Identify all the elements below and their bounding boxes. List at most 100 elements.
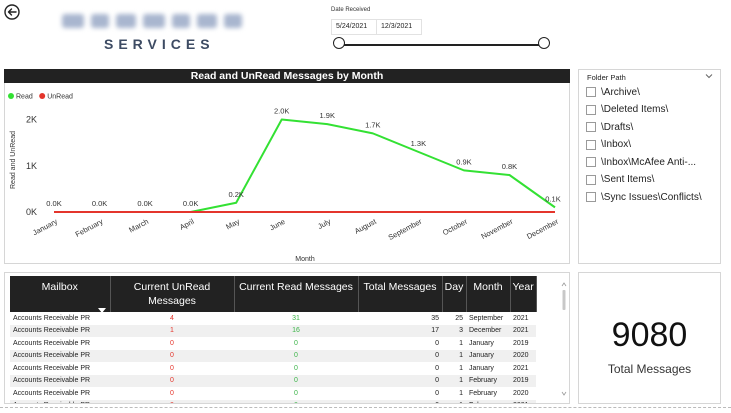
cell-day: 1 <box>442 399 466 403</box>
folder-path-slicer <box>578 69 721 264</box>
checkbox[interactable] <box>586 157 596 167</box>
chart-legend: Read UnRead <box>8 93 73 101</box>
slicer-item[interactable]: \Inbox\ <box>586 137 631 153</box>
table-row[interactable]: Accounts Receivable PR 0 0 0 1 February 2020 <box>10 387 536 400</box>
table-row[interactable]: Accounts Receivable PR 4 31 35 25 September 20… <box>10 312 536 325</box>
cell-total: 0 <box>435 389 439 397</box>
kpi-card <box>578 272 721 404</box>
data-label: 1.3K <box>411 139 426 148</box>
cell-unread: 0 <box>170 364 174 372</box>
back-arrow-icon[interactable] <box>4 4 20 20</box>
slicer-item[interactable]: \Deleted Items\ <box>586 102 668 118</box>
cell-month: February <box>466 374 510 387</box>
cell-unread: 0 <box>110 349 234 362</box>
table-row[interactable]: Accounts Receivable PR 1 16 17 3 December 2021 <box>10 324 537 337</box>
date-range-start-handle[interactable] <box>333 37 345 49</box>
cell-year: 2019 <box>513 339 529 347</box>
cell-unread: 0 <box>110 374 234 387</box>
table-row[interactable]: Accounts Receivable PR 0 0 0 1 January 2019 <box>10 337 536 350</box>
cell-unread: 0 <box>110 399 234 403</box>
table-row[interactable]: Accounts Receivable PR0001February2021 <box>10 399 537 403</box>
data-label: 0.8K <box>502 162 517 171</box>
cell-year: 2020 <box>510 349 537 362</box>
column-header-total[interactable]: Total Messages <box>358 276 443 312</box>
chart-title: Read and UnRead Messages by Month <box>4 69 570 83</box>
cell-year: 2019 <box>510 374 537 387</box>
cell-mailbox: Accounts Receivable PR <box>10 374 110 387</box>
kpi-label: Total Messages <box>607 362 692 376</box>
column-header-read[interactable]: Current Read Messages <box>234 276 359 312</box>
x-tick-label: July <box>316 217 332 231</box>
cell-month: December <box>466 324 510 337</box>
table-row[interactable]: Accounts Receivable PR 0 0 0 1 January 2021 <box>10 362 536 375</box>
y-axis-label: Read and UnRead <box>10 131 17 189</box>
table-header-row: Mailbox Current UnRead Messages Current … <box>10 276 537 312</box>
legend-label: UnRead <box>47 94 73 101</box>
cell-unread: 4 <box>170 314 174 322</box>
cell-mailbox: Accounts Receivable PR <box>13 314 91 322</box>
date-start-input[interactable]: 5/24/2021 <box>331 19 377 35</box>
slicer-item-label: \Drafts\ <box>601 121 634 133</box>
sort-descending-icon[interactable] <box>98 308 106 313</box>
table-row[interactable]: Accounts Receivable PR 0 0 0 1 January 2020 <box>10 349 537 362</box>
cell-year: 2021 <box>510 324 537 337</box>
column-header-day[interactable]: Day <box>442 276 467 312</box>
logo-subtitle: SERVICES <box>104 36 215 52</box>
cell-month: September <box>469 314 504 322</box>
cell-month: February <box>466 399 510 403</box>
cell-day: 1 <box>459 389 463 397</box>
cell-total: 17 <box>358 324 442 337</box>
slicer-item[interactable]: \Sync Issues\Conflicts\ <box>586 189 702 205</box>
column-header-unread[interactable]: Current UnRead Messages <box>110 276 235 312</box>
cell-mailbox: Accounts Receivable PR <box>10 399 110 403</box>
date-end-input[interactable]: 12/3/2021 <box>376 19 422 35</box>
cell-total: 0 <box>358 399 442 403</box>
date-range-slider-track[interactable] <box>339 44 545 46</box>
checkbox[interactable] <box>586 192 596 202</box>
cell-total: 0 <box>435 364 439 372</box>
slicer-item[interactable]: \Archive\ <box>586 84 640 100</box>
cell-read: 0 <box>294 364 298 372</box>
column-header-mailbox[interactable]: Mailbox <box>10 276 111 312</box>
series-line-read <box>54 118 556 213</box>
checkbox[interactable] <box>586 174 596 185</box>
legend-marker <box>39 93 46 99</box>
x-axis-label: Month <box>295 256 315 263</box>
date-range-end-handle[interactable] <box>538 37 550 49</box>
data-label: 0.0K <box>46 199 61 208</box>
cell-read: 0 <box>294 389 298 397</box>
slicer-item[interactable]: \Sent Items\ <box>586 172 654 188</box>
table-row[interactable]: Accounts Receivable PR 0 0 0 1 February 2019 <box>10 374 537 387</box>
cell-read: 0 <box>234 349 358 362</box>
checkbox[interactable] <box>586 87 596 97</box>
x-tick-label: February <box>74 217 105 239</box>
data-label: 0.2K <box>228 190 243 199</box>
cell-mailbox: Accounts Receivable PR <box>13 389 91 397</box>
slicer-item-label: \Inbox\ <box>601 139 632 150</box>
cell-mailbox: Accounts Receivable PR <box>13 364 91 372</box>
y-tick-label: 2K <box>26 115 37 125</box>
cell-mailbox: Accounts Receivable PR <box>10 349 110 362</box>
column-header-year[interactable]: Year <box>510 276 537 312</box>
cell-mailbox: Accounts Receivable PR <box>10 324 110 337</box>
slicer-item-label: \Archive\ <box>601 86 640 98</box>
cell-year: 2020 <box>513 389 529 397</box>
chevron-down-icon[interactable] <box>705 73 713 79</box>
messages-table: Mailbox Current UnRead Messages Current … <box>10 276 537 403</box>
x-tick-label: June <box>268 217 287 233</box>
slicer-item-label: \Sent Items\ <box>601 174 655 185</box>
cell-month: January <box>469 339 494 347</box>
slicer-item[interactable]: \Drafts\ <box>586 119 633 135</box>
data-label: 0.0K <box>183 199 198 208</box>
cell-day: 1 <box>442 374 466 387</box>
slicer-item[interactable]: \Inbox\McAfee Anti-... <box>586 154 696 170</box>
checkbox[interactable] <box>586 139 596 150</box>
column-header-month[interactable]: Month <box>466 276 511 312</box>
checkbox[interactable] <box>586 122 596 132</box>
table-scrollbar[interactable] <box>560 280 568 398</box>
cell-read: 0 <box>294 339 298 347</box>
checkbox[interactable] <box>586 104 596 115</box>
x-tick-label: March <box>127 217 150 235</box>
x-tick-label: May <box>224 217 241 232</box>
cell-read: 0 <box>234 399 358 403</box>
